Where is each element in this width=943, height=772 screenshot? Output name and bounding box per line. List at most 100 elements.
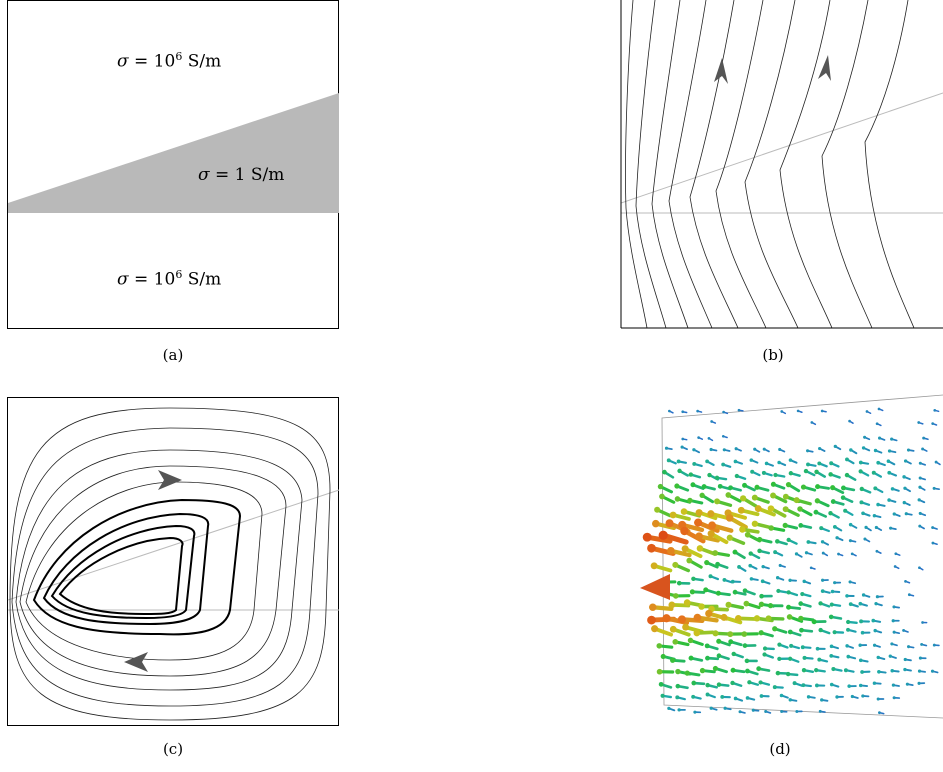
current-arrow-head xyxy=(828,614,834,620)
current-arrow-head xyxy=(730,579,735,584)
current-arrow-head xyxy=(660,693,665,698)
current-arrow-head xyxy=(731,651,736,657)
current-arrow-head xyxy=(890,642,894,646)
current-arrow-head xyxy=(709,447,713,452)
current-arrow-head xyxy=(800,591,805,597)
current-arrow-head xyxy=(920,642,924,646)
current-arrow-head xyxy=(775,576,780,580)
current-arrow-head xyxy=(832,524,837,529)
current-arrow-head xyxy=(705,682,710,688)
current-arrow-head xyxy=(662,469,667,475)
current-arrow-head xyxy=(840,495,846,500)
current-arrow-head xyxy=(650,562,658,570)
current-arrow-head xyxy=(887,498,891,502)
current-arrow-head xyxy=(788,698,792,702)
current-arrow-head xyxy=(770,492,777,499)
current-arrow-head xyxy=(745,696,750,700)
current-arrow-head xyxy=(782,506,789,513)
current-arrow-head xyxy=(829,602,834,607)
current-arrow-head xyxy=(858,643,862,647)
current-arrow-head xyxy=(861,593,866,597)
current-arrow-head xyxy=(681,410,685,414)
current-arrow-head xyxy=(725,492,732,498)
current-arrow-head xyxy=(744,531,751,538)
current-arrow-head xyxy=(651,625,659,633)
current-arrow-head xyxy=(722,448,726,452)
current-arrow-head xyxy=(708,521,717,530)
current-arrow-head xyxy=(733,696,738,701)
current-arrow-head xyxy=(903,657,907,662)
current-arrow-head xyxy=(777,642,782,647)
panel-d-caption: (d) xyxy=(769,740,791,758)
current-arrow-head xyxy=(734,614,742,622)
current-arrow-head xyxy=(907,645,911,649)
current-arrow-head xyxy=(677,468,682,474)
current-arrow-head xyxy=(890,487,895,491)
current-arrow-head xyxy=(814,498,820,504)
current-arrow-head xyxy=(795,709,799,713)
conductivity-label-bottom: σ = 106 S/m xyxy=(117,268,222,290)
current-arrow-head xyxy=(878,436,882,440)
current-arrow-head xyxy=(756,666,762,672)
current-arrow-head xyxy=(886,459,891,463)
current-arrow-head xyxy=(830,485,836,491)
current-arrow-head xyxy=(890,437,894,441)
current-arrow-head xyxy=(872,513,877,518)
current-arrow-head xyxy=(903,486,907,490)
current-arrow-head xyxy=(773,472,778,478)
current-arrow-head xyxy=(788,578,792,582)
current-arrow-head xyxy=(811,619,817,625)
current-arrow-head xyxy=(785,671,791,677)
current-arrow-head xyxy=(792,681,797,686)
current-arrow-head xyxy=(658,530,668,540)
current-arrow-head xyxy=(696,545,704,552)
current-arrow-head xyxy=(737,408,741,412)
current-arrow-head xyxy=(806,540,811,544)
current-arrow-head xyxy=(694,518,703,527)
current-arrow-head xyxy=(777,460,781,465)
current-arrow-head xyxy=(810,421,814,424)
current-arrow-head xyxy=(786,590,791,595)
current-arrow-head xyxy=(814,469,819,475)
current-arrow-head xyxy=(764,709,768,713)
current-arrow-head xyxy=(667,706,671,711)
current-arrow-head xyxy=(775,539,780,544)
current-arrow-head xyxy=(692,461,697,466)
current-arrow-head xyxy=(725,601,732,608)
current-arrow-head xyxy=(806,695,811,699)
current-arrow-head xyxy=(871,470,876,475)
current-arrow-head xyxy=(887,470,892,475)
current-arrow-head xyxy=(933,408,937,412)
current-arrow-head xyxy=(814,668,819,673)
current-arrow-head xyxy=(876,502,880,507)
current-arrow-head xyxy=(716,682,722,687)
current-arrow-head xyxy=(796,409,800,413)
current-arrow-head xyxy=(693,710,697,714)
current-arrow-head xyxy=(716,653,722,659)
low-conductivity-slab xyxy=(8,93,339,213)
current-arrow-head xyxy=(902,628,906,632)
current-arrow-head xyxy=(681,437,685,441)
flow-arrow-icon xyxy=(714,58,728,84)
current-arrow-head xyxy=(715,590,721,596)
panel-b-figure xyxy=(620,0,943,329)
current-arrow-head xyxy=(686,557,693,564)
current-arrow-head xyxy=(688,655,694,661)
current-arrow-head xyxy=(720,613,728,621)
current-arrow-head xyxy=(921,621,924,624)
flow-arrow-icon xyxy=(158,470,182,490)
current-arrow-head xyxy=(848,539,852,543)
current-arrow-head xyxy=(728,639,734,645)
current-arrow-head xyxy=(754,505,762,513)
current-arrow-head xyxy=(798,523,804,528)
current-arrow-head xyxy=(930,669,935,673)
current-arrow-head xyxy=(768,525,774,531)
current-arrow-head xyxy=(931,541,935,545)
panel-a-figure xyxy=(7,0,339,329)
current-arrow-head xyxy=(704,643,710,649)
current-arrow-head xyxy=(697,436,700,439)
current-arrow-head xyxy=(751,494,758,501)
current-arrow-head xyxy=(691,694,696,699)
current-arrow-head xyxy=(833,581,837,585)
current-arrow-head xyxy=(742,643,748,648)
